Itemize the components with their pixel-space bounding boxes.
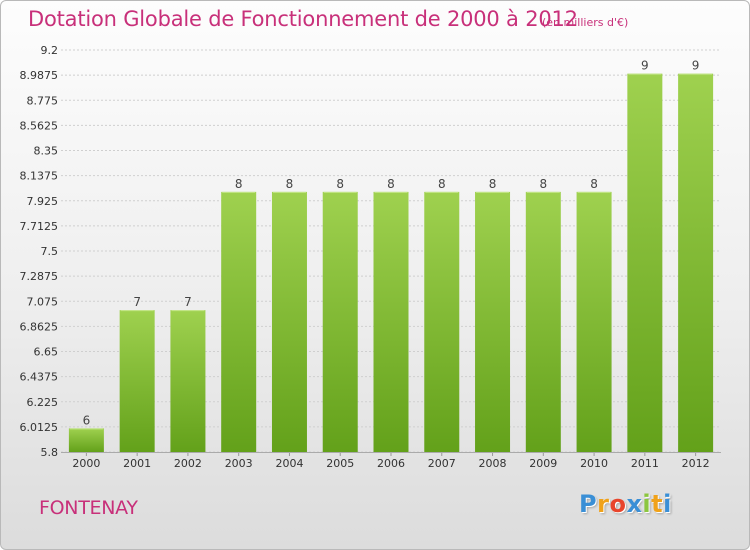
bar-2000 — [68, 428, 104, 452]
x-tick-label: 2006 — [377, 457, 405, 470]
data-label: 9 — [692, 59, 700, 73]
y-tick-label: 6.225 — [27, 396, 59, 409]
bar-2009 — [525, 191, 561, 452]
bar-2008 — [475, 191, 511, 452]
logo-letter: i — [663, 490, 672, 518]
y-tick-label: 7.075 — [27, 295, 59, 308]
bar-2006 — [373, 191, 409, 452]
bar-2002 — [170, 310, 206, 452]
data-label: 8 — [286, 177, 294, 191]
x-tick-label: 2004 — [275, 457, 303, 470]
bar-2010 — [576, 191, 612, 452]
y-tick-label: 7.2875 — [20, 270, 59, 283]
y-tick-label: 8.35 — [34, 145, 59, 158]
commune-name: FONTENAY — [39, 497, 138, 519]
logo-letter: i — [642, 490, 652, 518]
data-label: 8 — [489, 177, 497, 191]
data-label: 7 — [133, 295, 141, 309]
bar-2005 — [322, 191, 358, 452]
bar-2004 — [271, 191, 307, 452]
y-tick-label: 8.9875 — [20, 69, 59, 82]
data-labels: 6 7 7 8 8 8 8 8 8 8 8 9 9 — [83, 59, 700, 428]
x-tick-label: 2008 — [479, 457, 507, 470]
y-tick-label: 8.775 — [27, 94, 59, 107]
x-tick-label: 2002 — [174, 457, 202, 470]
data-label: 8 — [235, 177, 243, 191]
bars — [68, 73, 714, 452]
x-tick-label: 2003 — [225, 457, 253, 470]
logo-letter: t — [651, 490, 664, 518]
data-label: 8 — [590, 177, 598, 191]
y-tick-label: 7.7125 — [20, 220, 59, 233]
logo-letter: o — [609, 490, 627, 518]
data-label: 8 — [387, 177, 395, 191]
y-tick-label: 7.5 — [41, 245, 59, 258]
y-tick-label: 6.4375 — [20, 371, 59, 384]
data-label: 7 — [184, 295, 192, 309]
x-tick-label: 2010 — [580, 457, 608, 470]
x-tick-label: 2011 — [631, 457, 659, 470]
x-tick-label: 2000 — [72, 457, 100, 470]
y-tick-label: 9.2 — [41, 44, 59, 57]
data-label: 8 — [336, 177, 344, 191]
x-tick-label: 2001 — [123, 457, 151, 470]
logo-letter: P — [579, 490, 598, 518]
data-label: 9 — [641, 59, 649, 73]
bar-2001 — [119, 310, 155, 452]
data-label: 6 — [83, 413, 91, 427]
x-tick-label: 2005 — [326, 457, 354, 470]
x-axis-tick-labels: 2000 2001 2002 2003 2004 2005 2006 2007 2008 2009… — [72, 452, 710, 470]
y-axis-tick-labels: 5.8 6.0125 6.225 6.4375 6.65 6.8625 7.075 7.287… — [20, 44, 59, 459]
x-tick-label: 2009 — [529, 457, 557, 470]
y-tick-label: 6.0125 — [20, 421, 59, 434]
y-tick-label: 5.8 — [41, 446, 59, 459]
logo-letter: r — [597, 490, 610, 518]
proxiti-logo: Proxiti — [579, 490, 672, 518]
data-label: 8 — [539, 177, 547, 191]
x-tick-label: 2007 — [428, 457, 456, 470]
x-tick-label: 2012 — [682, 457, 710, 470]
y-tick-label: 7.925 — [27, 195, 59, 208]
y-tick-label: 8.5625 — [20, 119, 59, 132]
logo-letter: x — [626, 490, 643, 518]
chart-unit-label: (en milliers d'€) — [542, 16, 629, 29]
bar-2003 — [221, 191, 257, 452]
bar-2012 — [678, 73, 714, 452]
y-tick-label: 8.1375 — [20, 170, 59, 183]
y-tick-label: 6.8625 — [20, 320, 59, 333]
y-tick-label: 6.65 — [34, 346, 59, 359]
data-label: 8 — [438, 177, 446, 191]
bar-2007 — [424, 191, 460, 452]
bar-2011 — [627, 73, 663, 452]
chart-title: Dotation Globale de Fonctionnement de 20… — [28, 7, 578, 31]
